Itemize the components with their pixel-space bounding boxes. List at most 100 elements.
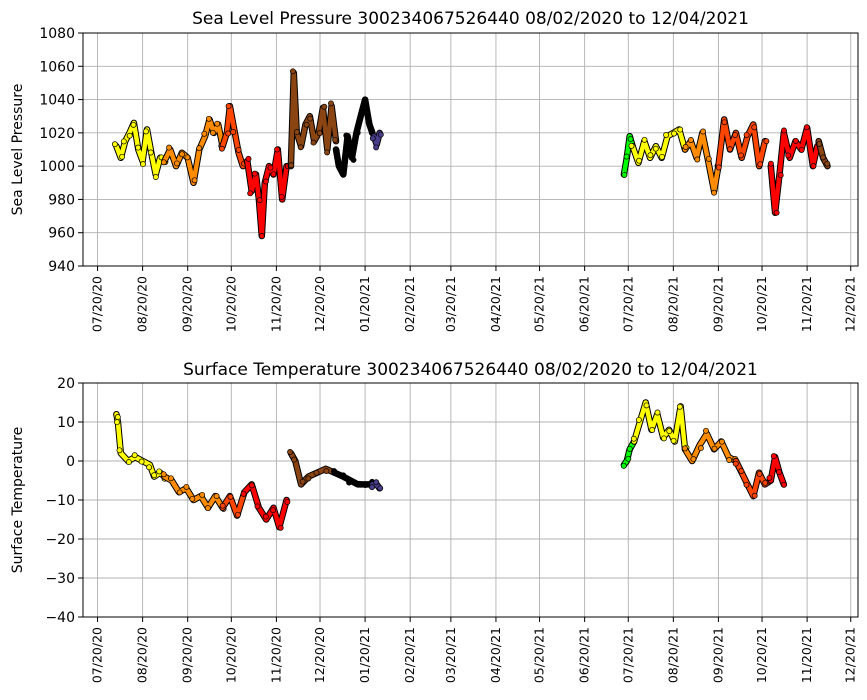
data-point	[654, 409, 661, 416]
y-tick-label: −20	[45, 532, 75, 548]
series-line	[220, 489, 247, 518]
data-point	[335, 161, 342, 168]
data-point	[373, 479, 380, 486]
data-point	[820, 154, 826, 161]
data-point	[189, 495, 196, 502]
data-point	[659, 153, 665, 160]
data-point	[666, 428, 673, 434]
data-point	[245, 155, 252, 162]
data-point	[201, 130, 208, 137]
x-tick-label: 09/20/20	[180, 276, 195, 332]
data-point	[721, 119, 728, 126]
x-tick-label: 09/20/21	[710, 276, 725, 332]
series-line	[621, 439, 637, 468]
data-point	[240, 490, 247, 497]
data-point	[156, 468, 163, 475]
data-point	[230, 129, 237, 135]
data-point	[146, 464, 153, 471]
data-point	[711, 445, 718, 452]
y-tick-label: −40	[45, 610, 75, 626]
data-point	[199, 491, 206, 498]
data-point	[773, 209, 780, 216]
data-point	[649, 427, 656, 433]
data-point	[681, 445, 688, 452]
data-point	[350, 156, 357, 163]
data-point	[694, 156, 701, 163]
chart-title: Surface Temperature 300234067526440 08/0…	[183, 360, 758, 380]
series-line	[162, 117, 225, 186]
data-point	[307, 115, 314, 122]
data-point	[184, 154, 191, 161]
data-point	[313, 469, 320, 476]
data-point	[358, 110, 365, 117]
series-line	[114, 411, 167, 479]
x-tick-label: 08/20/20	[135, 276, 150, 332]
plot-frame	[82, 32, 859, 267]
data-point	[138, 458, 145, 465]
data-point	[293, 129, 300, 136]
data-point	[270, 171, 277, 178]
x-tick-label: 11/20/21	[799, 276, 814, 332]
data-point	[671, 130, 678, 137]
data-point	[168, 475, 174, 482]
x-tick-label: 07/20/20	[90, 276, 105, 332]
data-point	[262, 178, 269, 185]
data-point	[626, 445, 633, 452]
data-point	[715, 164, 722, 171]
data-point	[652, 145, 659, 152]
data-point	[625, 455, 632, 462]
y-tick-label: 1040	[39, 93, 75, 109]
y-tick-label: 1080	[39, 26, 75, 42]
y-tick-label: −30	[45, 571, 75, 587]
data-point	[131, 452, 138, 459]
y-tick-label: 1020	[39, 126, 75, 142]
y-axis-label: Sea Level Pressure	[10, 84, 26, 216]
data-point	[297, 144, 304, 151]
data-point	[621, 171, 628, 178]
data-point	[254, 503, 261, 510]
data-series-group	[111, 68, 831, 240]
x-tick-label: 03/20/21	[443, 276, 458, 332]
data-point	[328, 100, 334, 107]
data-point	[798, 146, 805, 153]
data-point	[643, 402, 650, 409]
x-tick-label: 09/20/21	[710, 627, 725, 683]
data-point	[111, 141, 118, 148]
data-point	[270, 507, 277, 514]
data-point	[235, 146, 242, 153]
x-tick-label: 05/20/21	[532, 276, 547, 332]
data-point	[214, 120, 221, 127]
data-point	[732, 132, 739, 138]
data-point	[766, 474, 773, 481]
x-tick-label: 12/20/20	[312, 276, 327, 332]
y-axis-label: Surface Temperature	[10, 427, 26, 573]
data-point	[726, 457, 733, 463]
data-point	[248, 482, 255, 489]
data-point	[284, 498, 291, 505]
data-point	[251, 170, 258, 177]
data-point	[316, 130, 323, 137]
data-point	[373, 144, 380, 151]
data-point	[205, 115, 212, 122]
data-point	[303, 121, 310, 128]
data-point	[114, 414, 121, 421]
data-point	[776, 469, 783, 475]
data-point	[751, 124, 758, 131]
data-point	[289, 68, 296, 75]
data-point	[369, 484, 375, 491]
data-point	[732, 460, 739, 467]
data-point	[256, 197, 263, 204]
data-point	[213, 493, 220, 500]
data-point	[321, 103, 328, 110]
data-point	[152, 174, 159, 180]
data-point	[687, 137, 694, 143]
x-tick-label: 12/20/20	[312, 627, 327, 683]
x-tick-label: 04/20/21	[488, 627, 503, 683]
data-point	[333, 147, 340, 154]
data-series-group	[113, 399, 788, 531]
data-point	[262, 513, 269, 520]
data-point	[340, 170, 347, 177]
x-tick-label: 02/20/21	[402, 276, 417, 332]
data-point	[135, 144, 142, 151]
data-point	[690, 456, 697, 463]
